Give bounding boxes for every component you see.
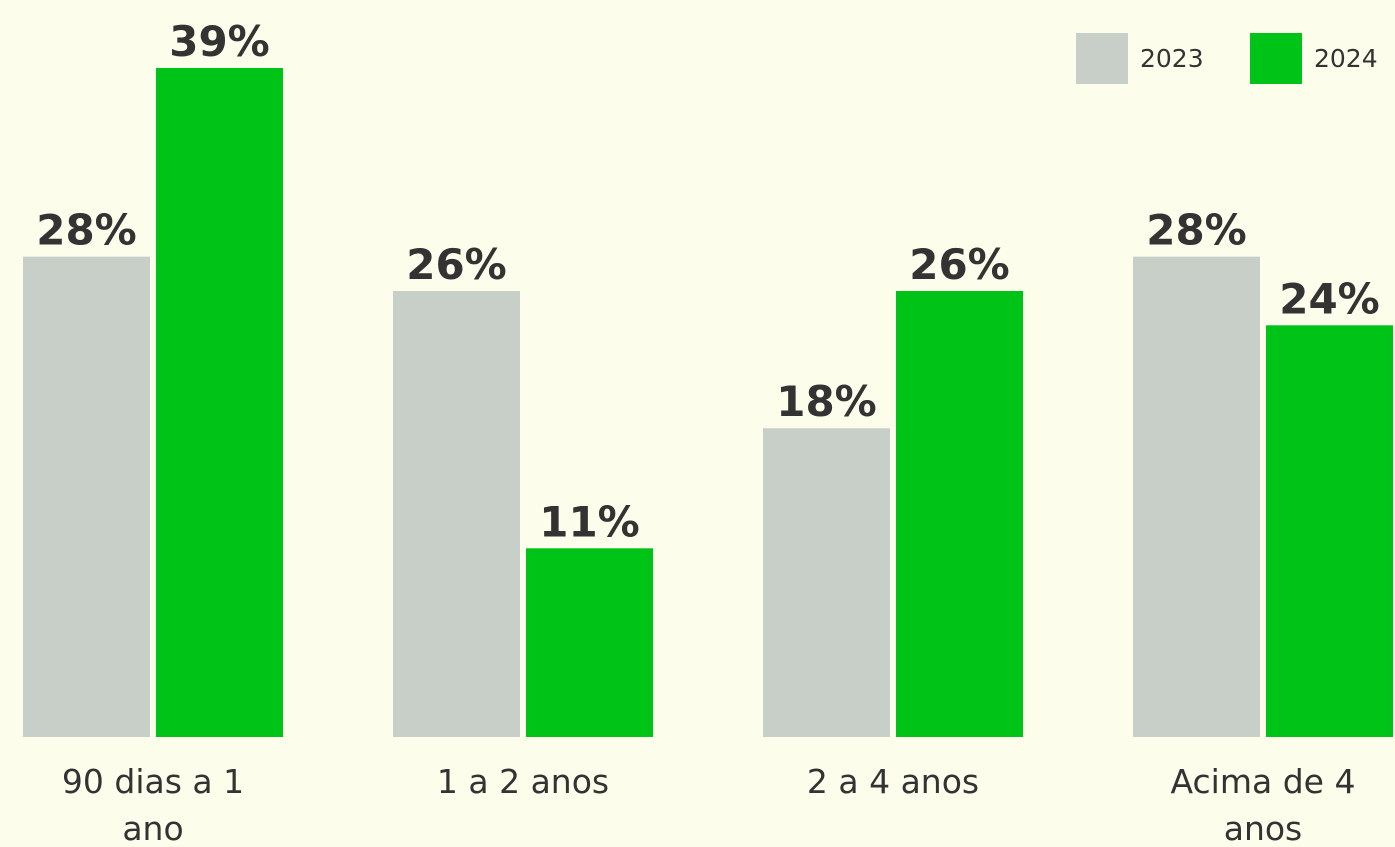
value-label: 24% — [1279, 274, 1380, 323]
bar — [393, 291, 520, 737]
x-tick-label: 1 a 2 anos — [436, 762, 610, 801]
bar — [1133, 256, 1260, 737]
x-tick-label: 2 a 4 anos — [806, 762, 980, 801]
bar — [763, 428, 890, 737]
value-label: 28% — [36, 206, 137, 255]
value-label: 26% — [909, 240, 1010, 289]
bar — [23, 256, 150, 737]
bar — [896, 291, 1023, 737]
legend-swatch — [1250, 33, 1302, 84]
legend-label: 2024 — [1314, 44, 1378, 73]
legend-swatch — [1076, 33, 1128, 84]
value-label: 26% — [406, 240, 507, 289]
bar — [1266, 325, 1393, 737]
x-tick-label: 90 dias a 1 ano — [61, 762, 245, 847]
bar — [526, 548, 653, 737]
legend-label: 2023 — [1140, 44, 1204, 73]
value-label: 28% — [1146, 206, 1247, 255]
value-label: 11% — [539, 497, 640, 546]
value-label: 18% — [776, 377, 877, 426]
x-tick-label: Acima de 4 anos — [1170, 762, 1356, 847]
bar — [156, 68, 283, 737]
value-label: 39% — [169, 17, 270, 66]
